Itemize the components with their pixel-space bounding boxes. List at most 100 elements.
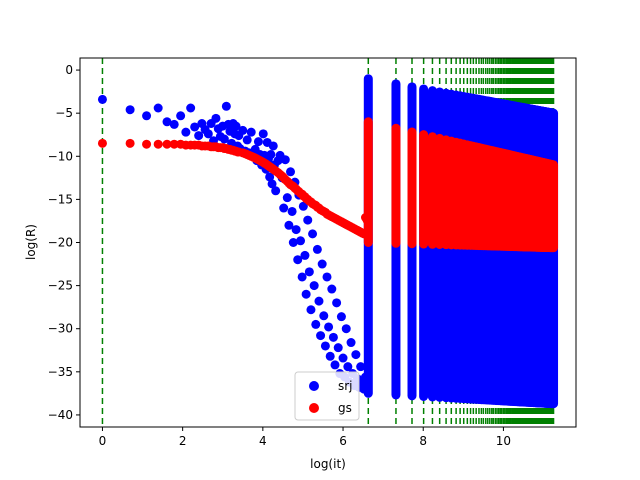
data-point-srj <box>324 322 334 332</box>
data-point-srj <box>306 305 316 315</box>
data-point-srj <box>267 179 277 189</box>
data-point-gs <box>162 139 172 149</box>
y-tick-label: −30 <box>48 322 73 336</box>
data-point-srj <box>319 311 329 321</box>
data-point-srj <box>301 289 311 299</box>
data-point-srj <box>169 119 179 129</box>
legend-label-gs: gs <box>338 401 352 415</box>
x-tick-label: 2 <box>179 434 187 448</box>
data-point-srj <box>219 134 229 144</box>
y-tick-label: −10 <box>48 149 73 163</box>
y-axis-label: log(R) <box>24 224 38 260</box>
data-point-srj <box>336 312 346 322</box>
data-point-srj <box>297 272 307 282</box>
data-point-srj <box>282 193 292 203</box>
data-point-gs <box>142 139 152 149</box>
data-point-srj <box>231 121 241 131</box>
data-point-srj <box>194 131 204 141</box>
data-point-srj <box>325 351 335 361</box>
data-point-srj <box>298 201 308 211</box>
data-point-srj <box>268 141 278 151</box>
data-point-srj <box>333 343 343 353</box>
data-point-gs <box>97 138 107 148</box>
data-point-srj <box>317 259 327 269</box>
x-axis-label: log(it) <box>310 457 346 471</box>
legend: srj gs <box>294 371 360 421</box>
data-point-srj <box>265 172 275 182</box>
data-point-srj <box>300 250 310 260</box>
y-tick-label: −40 <box>48 408 73 422</box>
legend-label-srj: srj <box>338 379 353 393</box>
data-point-srj <box>221 101 231 111</box>
data-point-srj <box>279 203 289 213</box>
x-tick-label: 8 <box>419 434 427 448</box>
data-point-srj <box>288 238 298 247</box>
data-point-srj <box>125 105 135 115</box>
data-point-srj <box>266 150 276 160</box>
y-tick-label: −20 <box>48 236 73 250</box>
y-tick-label: −5 <box>55 106 73 120</box>
data-point-srj <box>162 117 172 127</box>
data-point-srj <box>97 94 107 104</box>
data-point-srj <box>309 281 319 291</box>
data-point-srj <box>308 229 318 239</box>
data-point-gs <box>169 139 179 149</box>
y-tick-label: −25 <box>48 279 73 293</box>
y-tick-label: −15 <box>48 192 73 206</box>
data-point-srj <box>327 284 337 294</box>
data-point-srj <box>311 319 321 329</box>
data-point-srj <box>142 111 152 121</box>
data-point-srj <box>186 103 196 113</box>
x-axis-ticks: 0 2 4 6 8 10 <box>99 427 511 448</box>
data-point-srj <box>211 113 221 123</box>
data-point-srj <box>291 225 301 235</box>
data-point-srj <box>351 350 361 360</box>
legend-marker-gs <box>309 403 319 413</box>
data-point-srj <box>343 362 353 372</box>
data-point-srj <box>296 236 306 246</box>
data-point-srj <box>176 111 186 121</box>
data-point-srj <box>320 341 330 351</box>
plot-area <box>79 57 577 428</box>
data-point-srj <box>203 129 213 139</box>
data-point-srj <box>190 122 200 132</box>
data-point-srj <box>271 186 281 196</box>
data-point-srj <box>287 206 297 216</box>
data-point-srj <box>258 129 268 139</box>
data-point-srj <box>303 215 313 225</box>
data-point-srj <box>322 272 332 282</box>
data-point-srj <box>242 135 252 145</box>
data-point-srj <box>341 324 351 334</box>
data-point-gs <box>125 138 135 148</box>
x-tick-label: 0 <box>99 434 107 448</box>
data-point-gs <box>153 139 163 149</box>
data-point-srj <box>153 103 163 113</box>
x-tick-label: 4 <box>259 434 267 448</box>
y-axis-ticks: 0 −5 −10 −15 −20 −25 −30 −35 −40 <box>48 63 80 422</box>
data-point-srj <box>314 296 324 306</box>
legend-marker-srj <box>309 381 319 391</box>
y-tick-label: 0 <box>65 63 73 77</box>
data-point-srj <box>246 127 256 137</box>
data-point-srj <box>356 362 366 372</box>
data-point-srj <box>330 360 340 370</box>
data-point-srj <box>346 338 356 348</box>
data-point-srj <box>312 244 322 254</box>
data-point-srj <box>253 137 263 147</box>
data-point-srj <box>328 332 338 342</box>
series-gs <box>97 117 559 253</box>
data-point-srj <box>338 353 348 363</box>
data-point-srj <box>238 125 248 135</box>
data-point-srj <box>286 167 296 177</box>
data-point-srj <box>293 255 303 265</box>
data-point-srj <box>280 155 290 165</box>
data-point-srj <box>304 267 314 277</box>
x-tick-label: 6 <box>339 434 347 448</box>
data-point-srj <box>316 331 326 341</box>
y-tick-label: −35 <box>48 365 73 379</box>
x-tick-label: 10 <box>496 434 511 448</box>
data-point-srj <box>284 220 294 230</box>
data-point-srj <box>332 298 342 308</box>
data-point-srj <box>181 127 191 137</box>
